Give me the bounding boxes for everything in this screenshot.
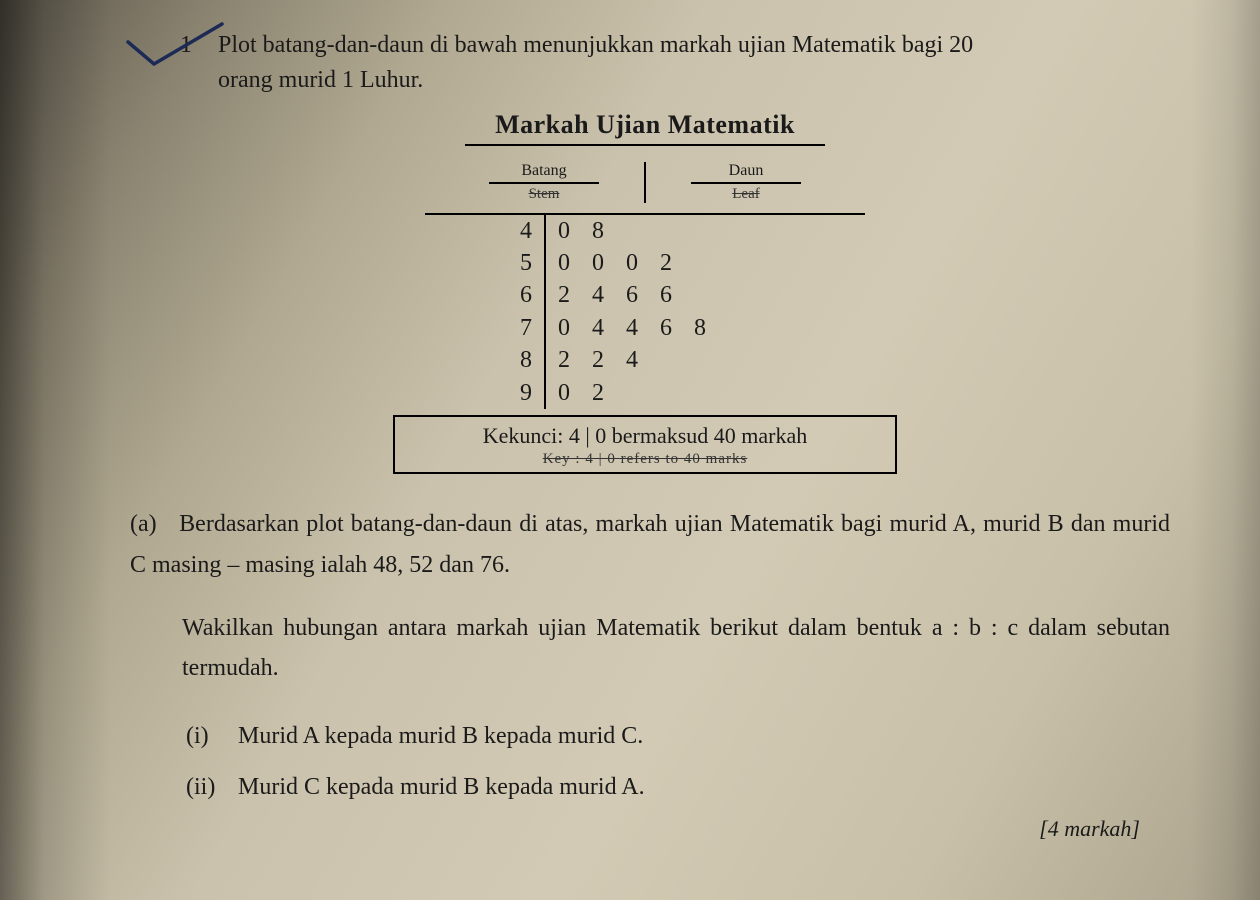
question-line-1: Plot batang-dan-daun di bawah menunjukka…: [218, 32, 973, 58]
key-strike: Key : 4 | 0 refers to 40 marks: [405, 451, 885, 468]
stem-header: Batang Stem: [444, 162, 644, 203]
sub-ii-label: (ii): [186, 762, 232, 812]
stem-column: 4 5 6 7 8 9: [472, 215, 546, 409]
stem-value: 9: [472, 377, 532, 409]
sub-i-text: Murid A kepada murid B kepada murid C.: [238, 723, 643, 749]
plot-key: Kekunci: 4 | 0 bermaksud 40 markah Key :…: [393, 415, 897, 474]
subparts: (i) Murid A kepada murid B kepada murid …: [186, 711, 1170, 812]
leaf-row: 2 2 4: [558, 344, 818, 376]
leaf-header: Daun Leaf: [646, 162, 846, 203]
stem-value: 6: [472, 279, 532, 311]
plot-title-handwritten: Matematik: [668, 110, 795, 139]
question-text: Plot batang-dan-daun di bawah menunjukka…: [218, 28, 973, 98]
marks-allocation: [4 markah]: [120, 816, 1140, 842]
stem-value: 7: [472, 312, 532, 344]
question-line-2: orang murid 1 Luhur.: [218, 67, 423, 93]
stem-value: 4: [472, 215, 532, 247]
checkmark-icon: [120, 20, 230, 70]
leaf-header-strike: Leaf: [646, 186, 846, 203]
stem-value: 5: [472, 247, 532, 279]
sub-ii-text: Murid C kepada murid B kepada murid A.: [238, 774, 645, 800]
part-a: (a) Berdasarkan plot batang-dan-daun di …: [130, 504, 1170, 812]
question-header: 1 Plot batang-dan-daun di bawah menunjuk…: [180, 28, 1170, 98]
stem-leaf-plot: Markah Ujian Matematik Batang Stem Daun …: [385, 110, 905, 474]
stem-leaf-rows: 4 5 6 7 8 9 0 8 0 0 0 2 2 4 6 6 0 4 4 6 …: [385, 215, 905, 409]
plot-title: Markah Ujian Matematik: [385, 110, 905, 140]
worksheet-page: 1 Plot batang-dan-daun di bawah menunjuk…: [0, 0, 1260, 900]
leaf-header-label: Daun: [691, 162, 801, 184]
leaf-row: 2 4 6 6: [558, 279, 818, 311]
stem-header-strike: Stem: [444, 186, 644, 203]
leaf-row: 0 4 4 6 8: [558, 312, 818, 344]
key-text: Kekunci: 4 | 0 bermaksud 40 markah: [483, 423, 808, 448]
part-a-para2: Wakilkan hubungan antara markah ujian Ma…: [182, 608, 1170, 690]
stem-value: 8: [472, 344, 532, 376]
question-number: 1: [180, 28, 200, 63]
plot-title-rule: [465, 144, 825, 146]
part-a-para1: Berdasarkan plot batang-dan-daun di atas…: [130, 511, 1170, 578]
plot-title-prefix: Markah Ujian: [495, 110, 661, 139]
subpart-i: (i) Murid A kepada murid B kepada murid …: [186, 711, 1170, 761]
plot-header: Batang Stem Daun Leaf: [425, 162, 865, 215]
subpart-ii: (ii) Murid C kepada murid B kepada murid…: [186, 762, 1170, 812]
sub-i-label: (i): [186, 711, 232, 761]
question-number-text: 1: [180, 32, 192, 58]
leaf-row: 0 0 0 2: [558, 247, 818, 279]
part-a-label: (a): [130, 504, 172, 545]
leaf-column: 0 8 0 0 0 2 2 4 6 6 0 4 4 6 8 2 2 4 0 2: [546, 215, 818, 409]
stem-header-label: Batang: [489, 162, 599, 184]
leaf-row: 0 8: [558, 215, 818, 247]
leaf-row: 0 2: [558, 377, 818, 409]
